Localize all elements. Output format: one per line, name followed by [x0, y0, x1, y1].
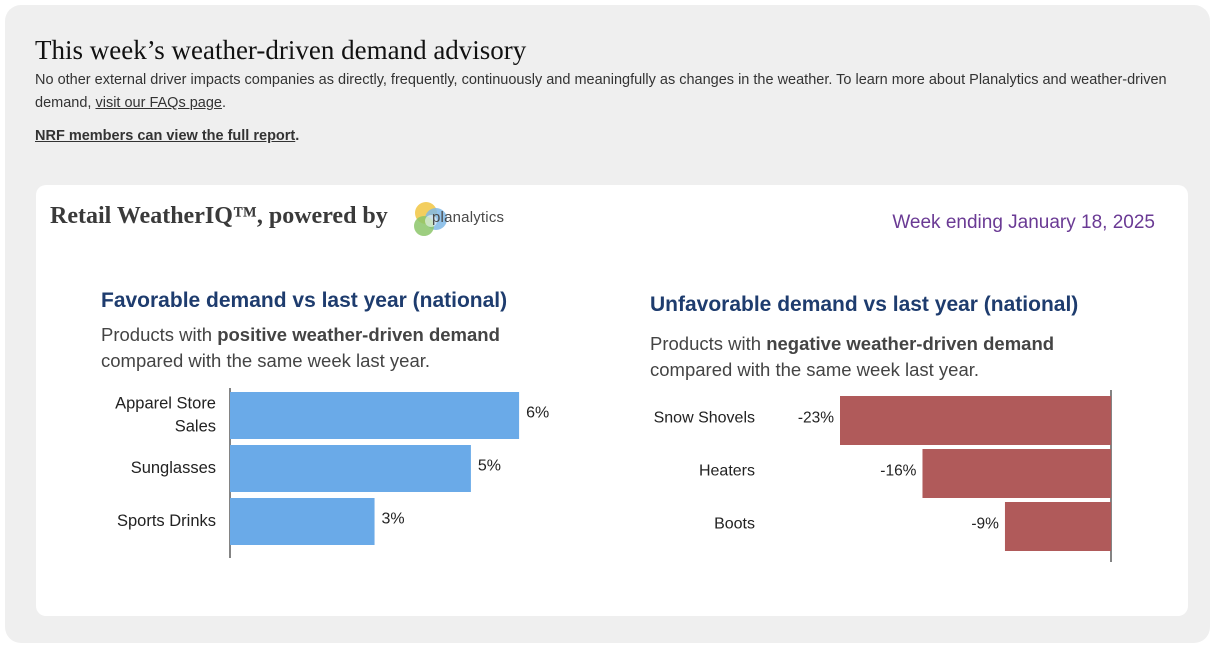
- favorable-bar: [230, 498, 375, 545]
- favorable-value-label: 3%: [382, 511, 405, 528]
- members-report-link[interactable]: NRF members can view the full report: [35, 128, 296, 144]
- unfavorable-value-label: -16%: [880, 463, 916, 480]
- favorable-category-label: Sports Drinks: [117, 512, 216, 530]
- favorable-subtitle: Products with positive weather-driven de…: [101, 322, 500, 374]
- favorable-value-label: 5%: [478, 458, 501, 475]
- favorable-title: Favorable demand vs last year (national): [101, 289, 508, 312]
- logo-wordmark: planalytics: [432, 209, 505, 226]
- unfavorable-bar: [1004, 502, 1111, 551]
- intro-end: .: [222, 95, 227, 111]
- unfavorable-title: Unfavorable demand vs last year (nationa…: [650, 293, 1079, 316]
- members-end: .: [295, 128, 300, 144]
- intro-text: No other external driver impacts compani…: [35, 69, 1185, 115]
- weatheriq-card: Retail WeatherIQ™, powered by planalytic…: [36, 185, 1188, 616]
- favorable-sub-suffix: compared with the same week last year.: [101, 350, 431, 371]
- members-note: NRF members can view the full report.: [35, 128, 299, 144]
- unfavorable-bar: [922, 449, 1111, 498]
- unfavorable-value-label: -9%: [971, 516, 999, 533]
- page-title: This week’s weather-driven demand adviso…: [35, 35, 527, 65]
- unfavorable-category-label: Heaters: [699, 463, 755, 480]
- unfavorable-category-label: Snow Shovels: [654, 410, 755, 427]
- favorable-bar: [230, 392, 520, 439]
- unfavorable-value-label: -23%: [798, 410, 834, 427]
- favorable-category-label: Sales: [175, 417, 216, 435]
- unfavorable-bar: [840, 396, 1111, 445]
- planalytics-logo-icon: [414, 202, 447, 236]
- favorable-sub-prefix: Products with: [101, 324, 218, 345]
- unfavorable-category-label: Boots: [714, 516, 755, 533]
- favorable-bar: [230, 445, 471, 492]
- favorable-category-label: Sunglasses: [131, 459, 216, 477]
- advisory-panel: This week’s weather-driven demand adviso…: [5, 5, 1210, 643]
- favorable-sub-bold: positive weather-driven demand: [217, 324, 500, 345]
- intro-body: No other external driver impacts compani…: [35, 72, 1167, 111]
- favorable-bar-chart: 6% Apparel Store Sales 5% Sunglasses 3% Sports…: [115, 388, 549, 558]
- unfavorable-subtitle: Products with negative weather-driven de…: [650, 331, 1054, 383]
- unfavorable-bar-chart: -23% Snow Shovels -16% Heaters -9% Boots: [654, 390, 1112, 562]
- brand-heading: Retail WeatherIQ™, powered by: [50, 203, 388, 229]
- week-ending: Week ending January 18, 2025: [892, 212, 1155, 233]
- favorable-category-label: Apparel Store: [115, 394, 216, 412]
- unfavorable-sub-bold: negative weather-driven demand: [766, 333, 1055, 354]
- unfavorable-sub-suffix: compared with the same week last year.: [650, 359, 980, 380]
- favorable-value-label: 6%: [526, 405, 549, 422]
- faq-link[interactable]: visit our FAQs page: [95, 95, 222, 111]
- unfavorable-sub-prefix: Products with: [650, 333, 767, 354]
